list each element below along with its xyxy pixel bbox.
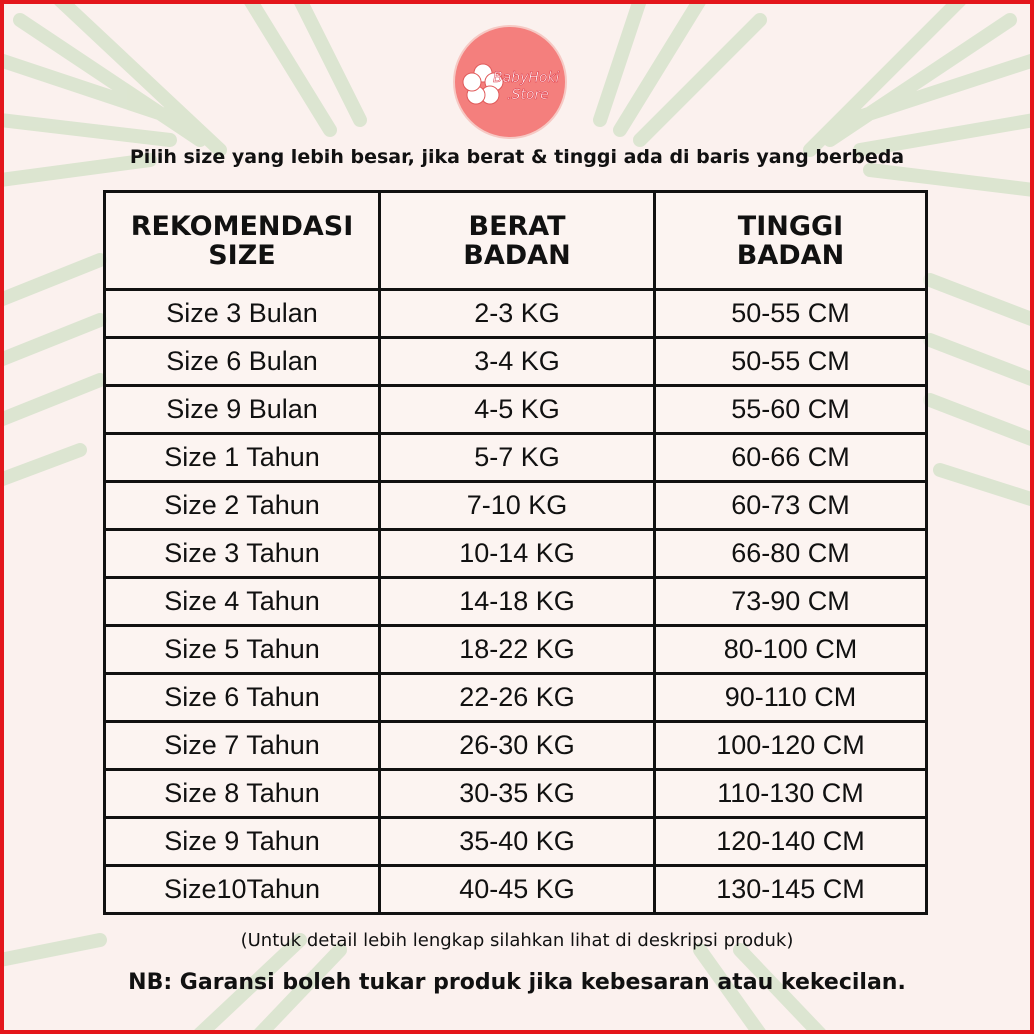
height-cell: 110-130 CM <box>653 768 928 819</box>
size-cell: Size10Tahun <box>103 864 381 915</box>
weight-cell: 3-4 KG <box>378 336 656 387</box>
logo-text-line1: BabyHoki <box>493 70 560 86</box>
size-advice-note: Pilih size yang lebih besar, jika berat … <box>129 146 905 168</box>
height-cell: 50-55 CM <box>653 336 928 387</box>
height-cell: 73-90 CM <box>653 576 928 627</box>
size-cell: Size 2 Tahun <box>103 480 381 531</box>
column-header: TINGGI BADAN <box>653 190 928 291</box>
table-row: Size 4 Tahun 14-18 KG 73-90 CM <box>103 576 928 627</box>
size-cell: Size 4 Tahun <box>103 576 381 627</box>
size-cell: Size 3 Bulan <box>103 288 381 339</box>
size-cell: Size 3 Tahun <box>103 528 381 579</box>
table-row: Size 6 Bulan 3-4 KG 50-55 CM <box>103 336 928 387</box>
table-row: Size 8 Tahun 30-35 KG 110-130 CM <box>103 768 928 819</box>
size-cell: Size 6 Tahun <box>103 672 381 723</box>
size-cell: Size 5 Tahun <box>103 624 381 675</box>
height-cell: 50-55 CM <box>653 288 928 339</box>
height-cell: 120-140 CM <box>653 816 928 867</box>
weight-cell: 35-40 KG <box>378 816 656 867</box>
store-logo: BabyHoki .Store <box>453 25 567 139</box>
size-cell: Size 7 Tahun <box>103 720 381 771</box>
table-row: Size 3 Bulan 2-3 KG 50-55 CM <box>103 288 928 339</box>
height-cell: 90-110 CM <box>653 672 928 723</box>
table-row: Size 7 Tahun 26-30 KG 100-120 CM <box>103 720 928 771</box>
weight-cell: 7-10 KG <box>378 480 656 531</box>
column-header-line: BERAT <box>468 210 566 242</box>
height-cell: 80-100 CM <box>653 624 928 675</box>
height-cell: 66-80 CM <box>653 528 928 579</box>
table-row: Size 2 Tahun 7-10 KG 60-73 CM <box>103 480 928 531</box>
height-cell: 55-60 CM <box>653 384 928 435</box>
weight-cell: 18-22 KG <box>378 624 656 675</box>
table-row: Size 3 Tahun 10-14 KG 66-80 CM <box>103 528 928 579</box>
table-row: Size 9 Bulan 4-5 KG 55-60 CM <box>103 384 928 435</box>
column-header-line: REKOMENDASI <box>130 210 354 242</box>
weight-cell: 40-45 KG <box>378 864 656 915</box>
weight-cell: 10-14 KG <box>378 528 656 579</box>
table-row: Size 6 Tahun 22-26 KG 90-110 CM <box>103 672 928 723</box>
detail-note: (Untuk detail lebih lengkap silahkan lih… <box>240 930 794 951</box>
table-row: Size 1 Tahun 5-7 KG 60-66 CM <box>103 432 928 483</box>
height-cell: 60-66 CM <box>653 432 928 483</box>
table-row: Size10Tahun 40-45 KG 130-145 CM <box>103 864 928 915</box>
size-cell: Size 8 Tahun <box>103 768 381 819</box>
height-cell: 60-73 CM <box>653 480 928 531</box>
weight-cell: 26-30 KG <box>378 720 656 771</box>
weight-cell: 30-35 KG <box>378 768 656 819</box>
size-chart-table: REKOMENDASI SIZE BERAT BADAN TINGGI BADAN Siz… <box>103 190 928 915</box>
weight-cell: 2-3 KG <box>378 288 656 339</box>
column-header-line: BADAN <box>736 239 845 271</box>
size-cell: Size 9 Bulan <box>103 384 381 435</box>
size-cell: Size 9 Tahun <box>103 816 381 867</box>
column-header-line: BADAN <box>463 239 571 271</box>
size-cell: Size 1 Tahun <box>103 432 381 483</box>
table-row: Size 9 Tahun 35-40 KG 120-140 CM <box>103 816 928 867</box>
weight-cell: 22-26 KG <box>378 672 656 723</box>
height-cell: 130-145 CM <box>653 864 928 915</box>
size-cell: Size 6 Bulan <box>103 336 381 387</box>
table-row: Size 5 Tahun 18-22 KG 80-100 CM <box>103 624 928 675</box>
height-cell: 100-120 CM <box>653 720 928 771</box>
guarantee-note: NB: Garansi boleh tukar produk jika kebe… <box>128 970 906 995</box>
column-header: BERAT BADAN <box>378 190 656 291</box>
weight-cell: 4-5 KG <box>378 384 656 435</box>
column-header-line: TINGGI <box>737 210 844 242</box>
column-header-line: SIZE <box>208 239 276 271</box>
column-header: REKOMENDASI SIZE <box>103 190 381 291</box>
weight-cell: 14-18 KG <box>378 576 656 627</box>
logo-text-line2: .Store <box>507 87 549 103</box>
weight-cell: 5-7 KG <box>378 432 656 483</box>
